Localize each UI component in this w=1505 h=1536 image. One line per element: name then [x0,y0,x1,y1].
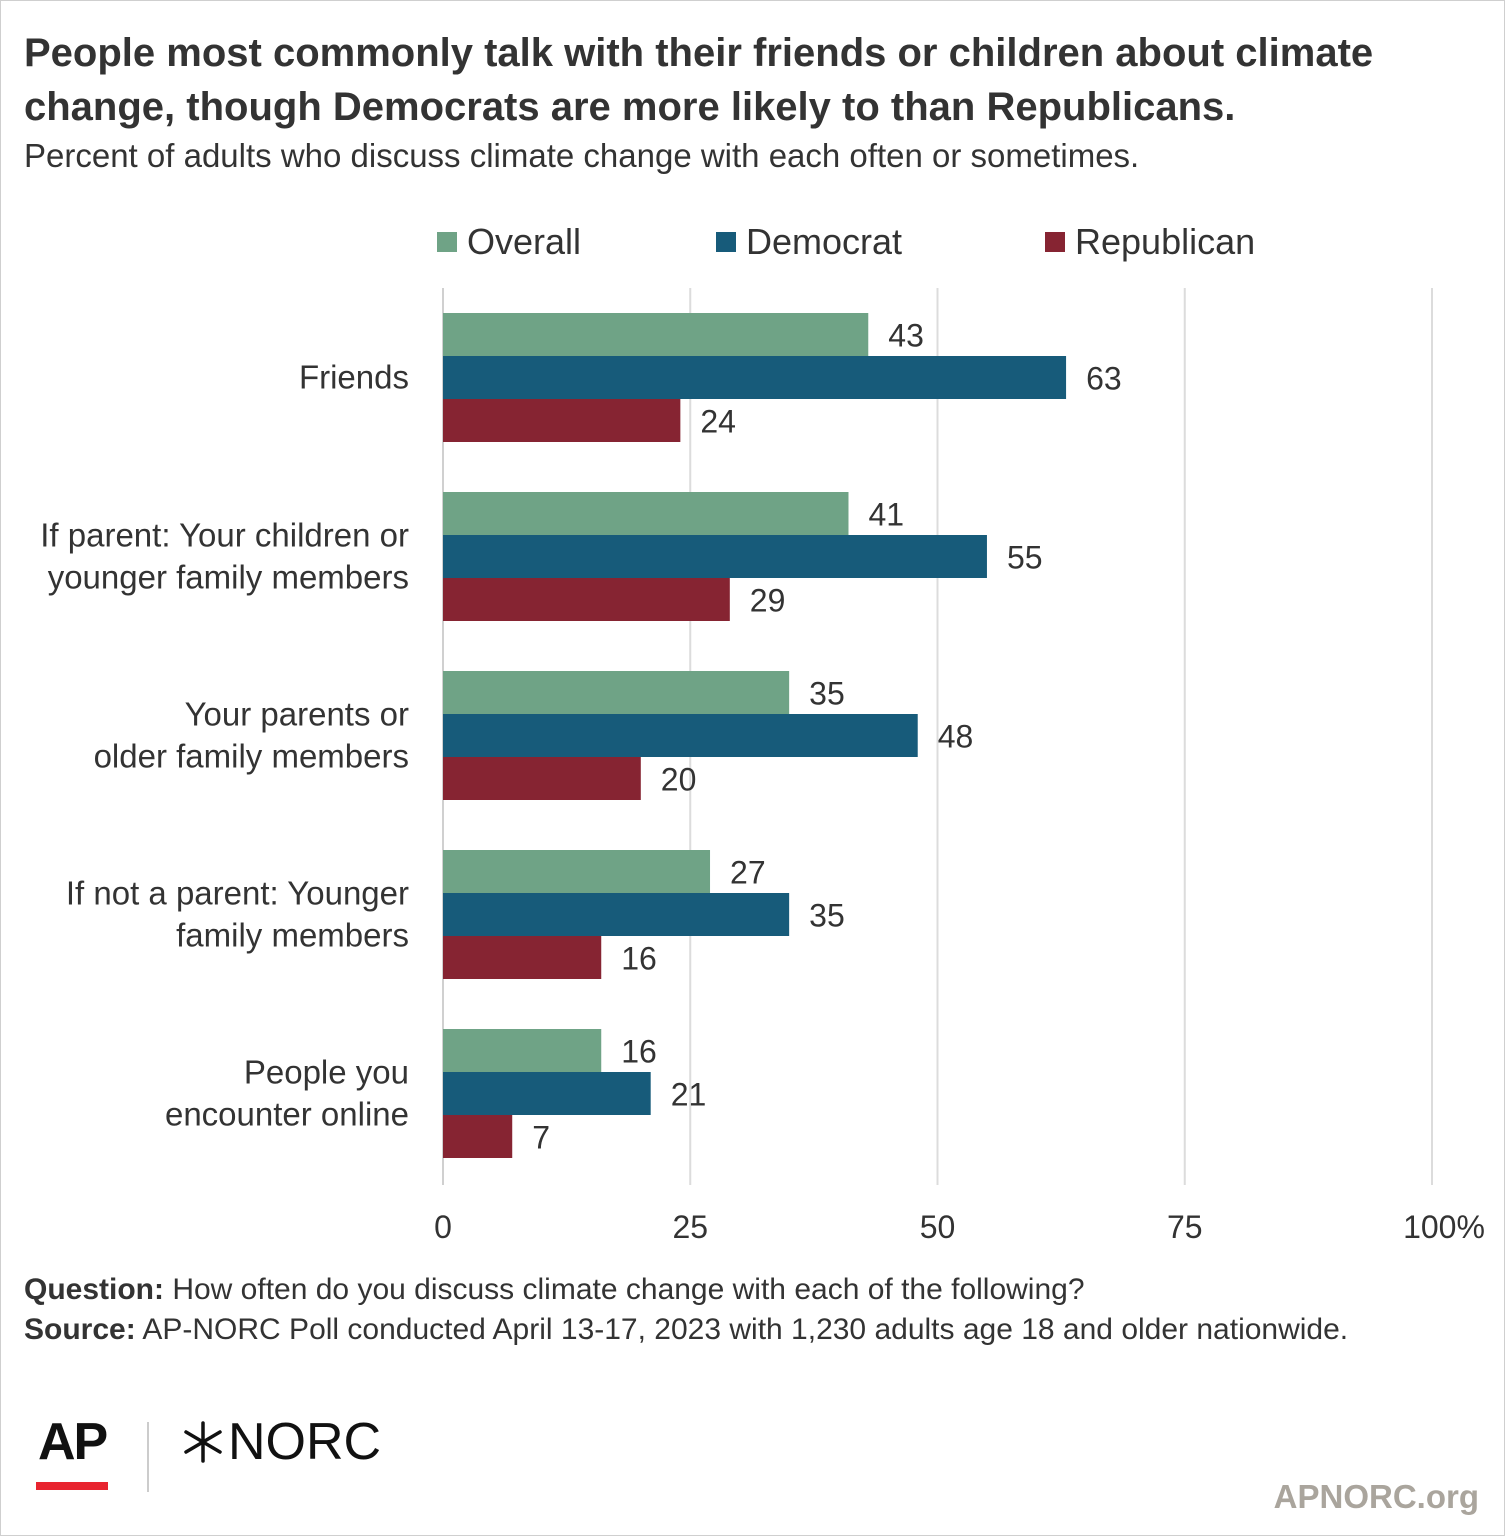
bar-overall [443,850,711,893]
x-tick-label: 100% [1403,1209,1485,1245]
legend-label: Republican [1075,221,1256,262]
bar-republican [443,757,641,800]
legend-item-democrat: Democrat [716,221,903,262]
bar-republican [443,578,730,621]
bar-democrat [443,714,918,757]
bar-overall [443,1029,602,1072]
legend-label: Overall [467,221,582,262]
source-label: Source: [24,1313,136,1346]
category-label: People you [244,1054,409,1091]
source-text: AP-NORC Poll conducted April 13-17, 2023… [135,1313,1349,1346]
x-tick-label: 50 [920,1209,956,1245]
norc-logo: NORC [180,1412,381,1472]
x-tick-label: 25 [672,1209,708,1245]
legend-swatch [437,232,457,252]
norc-logo-text: NORC [228,1413,382,1471]
x-tick-label: 75 [1167,1209,1203,1245]
category-label: encounter online [165,1096,409,1133]
data-label: 7 [532,1120,550,1156]
bar-republican [443,936,602,979]
category-label: older family members [94,738,409,775]
bar-democrat [443,1072,651,1115]
category-label: If parent: Your children or [40,517,409,554]
ap-logo-underline [36,1482,108,1490]
bar-overall [443,313,869,356]
category-label: Friends [299,359,409,396]
data-label: 21 [671,1077,707,1113]
question-label: Question: [24,1273,164,1306]
norc-star-icon [184,1421,222,1463]
bar-democrat [443,893,790,936]
category-label: If not a parent: Younger [66,875,409,912]
question-text: How often do you discuss climate change … [164,1273,1085,1306]
category-label: younger family members [48,559,409,596]
question-note: Question: How often do you discuss clima… [24,1270,1464,1310]
bar-republican [443,399,681,442]
category-label: family members [176,917,409,954]
bar-democrat [443,535,987,578]
legend-label: Democrat [746,221,903,262]
logo-divider [147,1422,149,1492]
data-label: 16 [621,1034,657,1070]
data-label: 20 [661,762,697,798]
legend-item-overall: Overall [437,221,582,262]
data-label: 63 [1086,361,1122,397]
chart-notes: Question: How often do you discuss clima… [24,1270,1464,1350]
legend-swatch [716,232,736,252]
data-label: 43 [888,318,924,354]
bar-democrat [443,356,1067,399]
bar-overall [443,671,790,714]
data-label: 35 [809,676,845,712]
data-label: 41 [868,497,904,533]
bar-republican [443,1115,513,1158]
data-label: 48 [938,719,974,755]
data-label: 24 [700,404,736,440]
data-label: 16 [621,941,657,977]
chart-subtitle: Percent of adults who discuss climate ch… [24,137,1140,174]
bar-chart: 0 25 50 75 100% 43 63 24 Friends 41 55 29 If parent:… [40,288,1485,1245]
chart-title: People most commonly talk with their fri… [24,31,1374,129]
source-note: Source: AP-NORC Poll conducted April 13-… [24,1310,1464,1350]
data-label: 35 [809,898,845,934]
data-label: 55 [1007,540,1043,576]
ap-logo: AP [38,1413,108,1471]
legend-swatch [1045,232,1065,252]
data-label: 29 [750,583,786,619]
data-label: 27 [730,855,766,891]
legend-item-republican: Republican [1045,221,1256,262]
x-tick-label: 0 [434,1209,452,1245]
site-link[interactable]: APNORC.org [1273,1478,1479,1515]
bar-overall [443,492,849,535]
category-label: Your parents or [185,696,409,733]
